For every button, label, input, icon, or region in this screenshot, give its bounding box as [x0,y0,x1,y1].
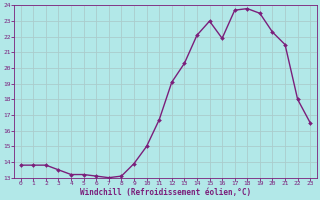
X-axis label: Windchill (Refroidissement éolien,°C): Windchill (Refroidissement éolien,°C) [80,188,251,197]
